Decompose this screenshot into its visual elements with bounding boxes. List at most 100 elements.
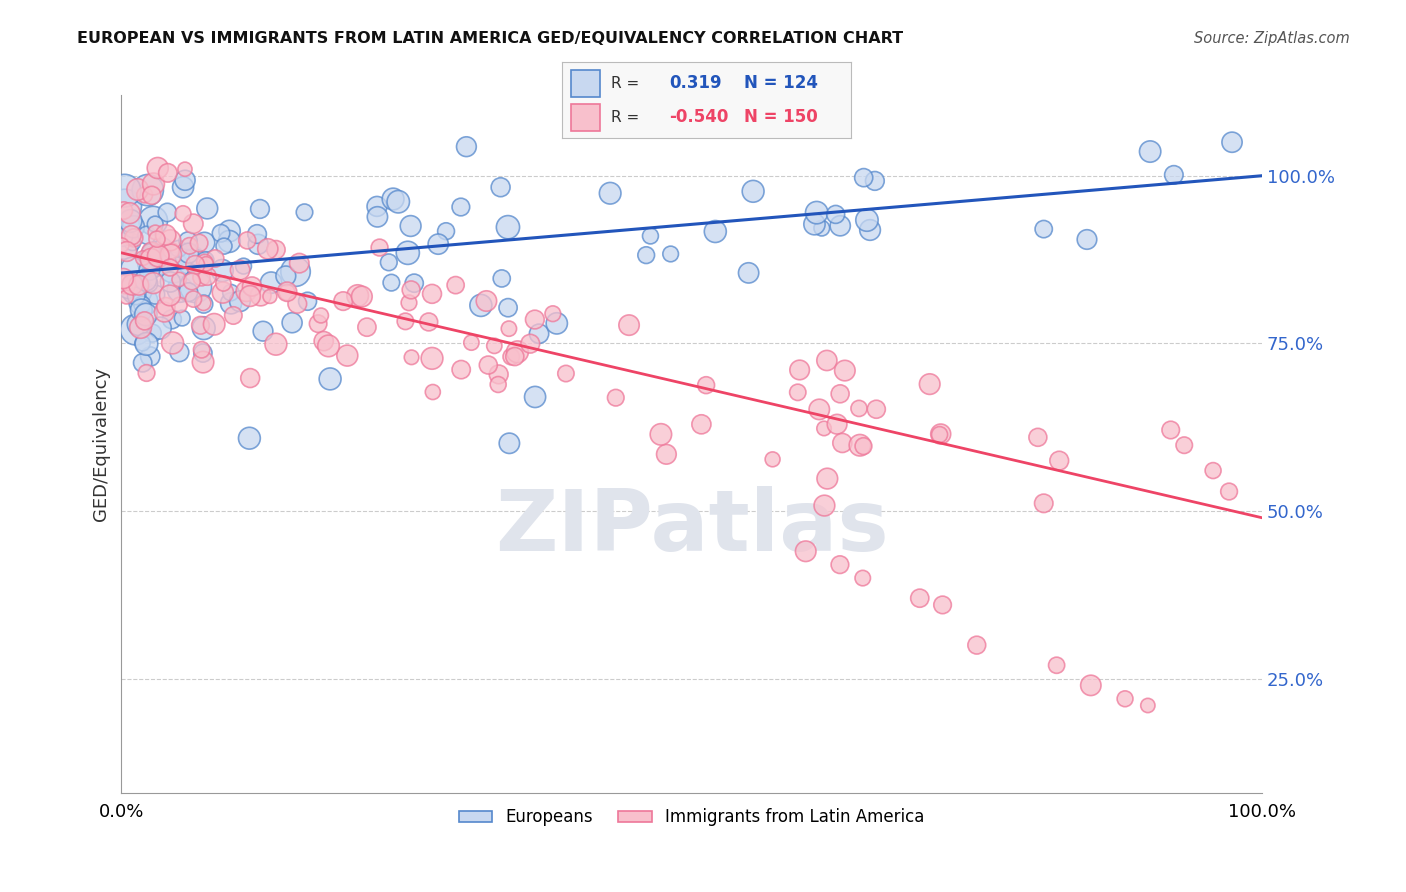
Point — [229, 263, 252, 277]
Point — [1114, 691, 1136, 706]
Point — [256, 242, 278, 256]
Point — [1032, 496, 1054, 510]
Point — [284, 265, 307, 279]
Point — [117, 282, 139, 296]
Point — [824, 207, 846, 221]
Point — [236, 234, 259, 248]
Point — [122, 231, 145, 245]
Point — [810, 221, 832, 235]
Point — [162, 335, 184, 350]
Point — [149, 321, 172, 335]
Text: N = 150: N = 150 — [744, 109, 818, 127]
Point — [737, 266, 759, 280]
Point — [312, 334, 335, 348]
Point — [852, 170, 875, 185]
Point — [470, 298, 492, 312]
Point — [356, 320, 378, 334]
Point — [160, 312, 183, 326]
Point — [179, 252, 201, 267]
Point — [524, 390, 547, 404]
Point — [1136, 698, 1159, 713]
Point — [134, 187, 156, 202]
Point — [121, 277, 143, 292]
Point — [152, 239, 174, 253]
Point — [1173, 438, 1195, 452]
Point — [135, 273, 157, 287]
Point — [138, 263, 160, 277]
Point — [650, 427, 672, 442]
Point — [396, 245, 419, 260]
Point — [190, 318, 212, 333]
Point — [195, 257, 218, 271]
Point — [640, 229, 662, 244]
Point — [139, 350, 162, 364]
Point — [813, 499, 835, 513]
Point — [184, 258, 207, 272]
Point — [332, 294, 354, 309]
Point — [541, 307, 564, 321]
Point — [484, 339, 506, 353]
Point — [146, 161, 169, 175]
Point — [336, 349, 359, 363]
Point — [111, 238, 134, 252]
Point — [659, 247, 682, 261]
Point — [183, 292, 205, 306]
Point — [252, 324, 274, 338]
Legend: Europeans, Immigrants from Latin America: Europeans, Immigrants from Latin America — [453, 802, 931, 833]
Point — [496, 220, 519, 235]
Point — [195, 269, 218, 284]
Point — [849, 438, 872, 452]
Point — [132, 294, 155, 309]
Point — [496, 301, 519, 315]
Point — [928, 427, 950, 442]
Point — [523, 312, 546, 326]
Point — [546, 317, 568, 331]
Point — [742, 184, 765, 198]
Point — [929, 427, 952, 442]
Point — [177, 234, 200, 248]
Point — [806, 205, 828, 219]
Point — [181, 274, 204, 288]
Point — [135, 366, 157, 380]
Point — [828, 558, 851, 572]
Point — [177, 246, 200, 260]
Point — [695, 378, 717, 392]
Point — [555, 367, 578, 381]
Point — [690, 417, 713, 432]
Point — [498, 321, 520, 335]
Point — [346, 288, 368, 302]
Point — [159, 275, 181, 289]
Point — [120, 214, 142, 228]
Point — [172, 207, 194, 221]
Point — [219, 296, 242, 310]
Text: R =: R = — [612, 110, 640, 125]
Point — [159, 288, 181, 302]
Point — [211, 263, 233, 277]
Point — [852, 439, 875, 453]
Text: ZIPatlas: ZIPatlas — [495, 486, 889, 569]
Point — [863, 174, 886, 188]
Point — [174, 173, 197, 187]
Point — [143, 225, 166, 239]
Point — [249, 288, 271, 302]
Point — [1220, 135, 1243, 149]
Point — [195, 202, 218, 216]
Point — [475, 293, 498, 308]
Point — [138, 277, 160, 291]
Point — [276, 285, 298, 299]
Point — [156, 205, 179, 219]
Point — [918, 377, 941, 392]
Point — [398, 295, 420, 310]
Point — [865, 402, 887, 417]
Point — [169, 298, 191, 312]
Point — [427, 237, 450, 252]
Point — [219, 285, 242, 300]
Point — [212, 285, 235, 300]
Point — [135, 337, 157, 351]
Point — [193, 235, 215, 250]
Point — [188, 235, 211, 250]
Point — [172, 180, 194, 194]
Point — [131, 297, 153, 311]
Point — [122, 219, 145, 234]
Point — [129, 320, 152, 334]
